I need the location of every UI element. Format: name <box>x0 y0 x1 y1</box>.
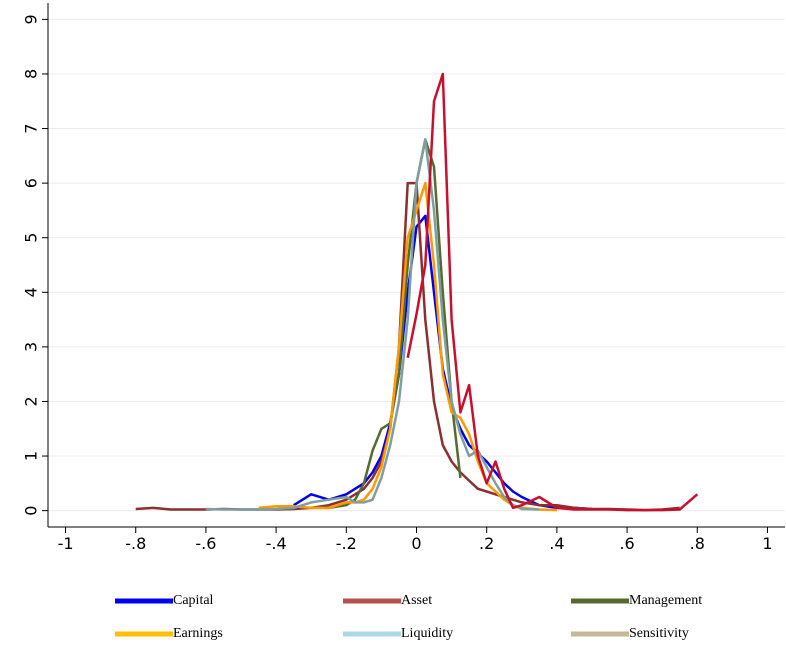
y-tick-label: 7 <box>22 123 41 133</box>
legend-label: Asset <box>401 593 432 608</box>
x-tick-label: -.2 <box>336 534 357 553</box>
y-tick-label: 5 <box>22 233 41 243</box>
y-tick-label: 9 <box>22 14 41 24</box>
series-line <box>258 181 557 512</box>
x-tick-label: .6 <box>619 534 634 553</box>
x-tick-label: .4 <box>549 534 564 553</box>
y-tick-label: 6 <box>22 178 41 188</box>
legend-label: Capital <box>173 593 214 608</box>
y-tick-label: 2 <box>22 396 41 406</box>
legend-label: Earnings <box>173 626 223 641</box>
y-tick-label: 0 <box>22 506 41 516</box>
x-tick-label: 0 <box>411 534 421 553</box>
x-tick-label: -.6 <box>195 534 216 553</box>
x-tick-label: -1 <box>58 534 74 553</box>
x-tick-label: .8 <box>690 534 705 553</box>
series-line <box>406 72 699 512</box>
x-tick-label: .2 <box>479 534 494 553</box>
legend-label: Management <box>629 593 702 608</box>
series-line <box>205 138 540 511</box>
x-tick-label: -.8 <box>125 534 146 553</box>
y-tick-label: 3 <box>22 342 41 352</box>
y-tick-label: 8 <box>22 69 41 79</box>
legend-label: Liquidity <box>401 626 453 641</box>
legend-label: Sensitivity <box>629 626 689 641</box>
x-tick-label: 1 <box>762 534 772 553</box>
x-tick-label: -.4 <box>266 534 287 553</box>
y-tick-label: 1 <box>22 451 41 461</box>
y-tick-label: 4 <box>22 287 41 297</box>
